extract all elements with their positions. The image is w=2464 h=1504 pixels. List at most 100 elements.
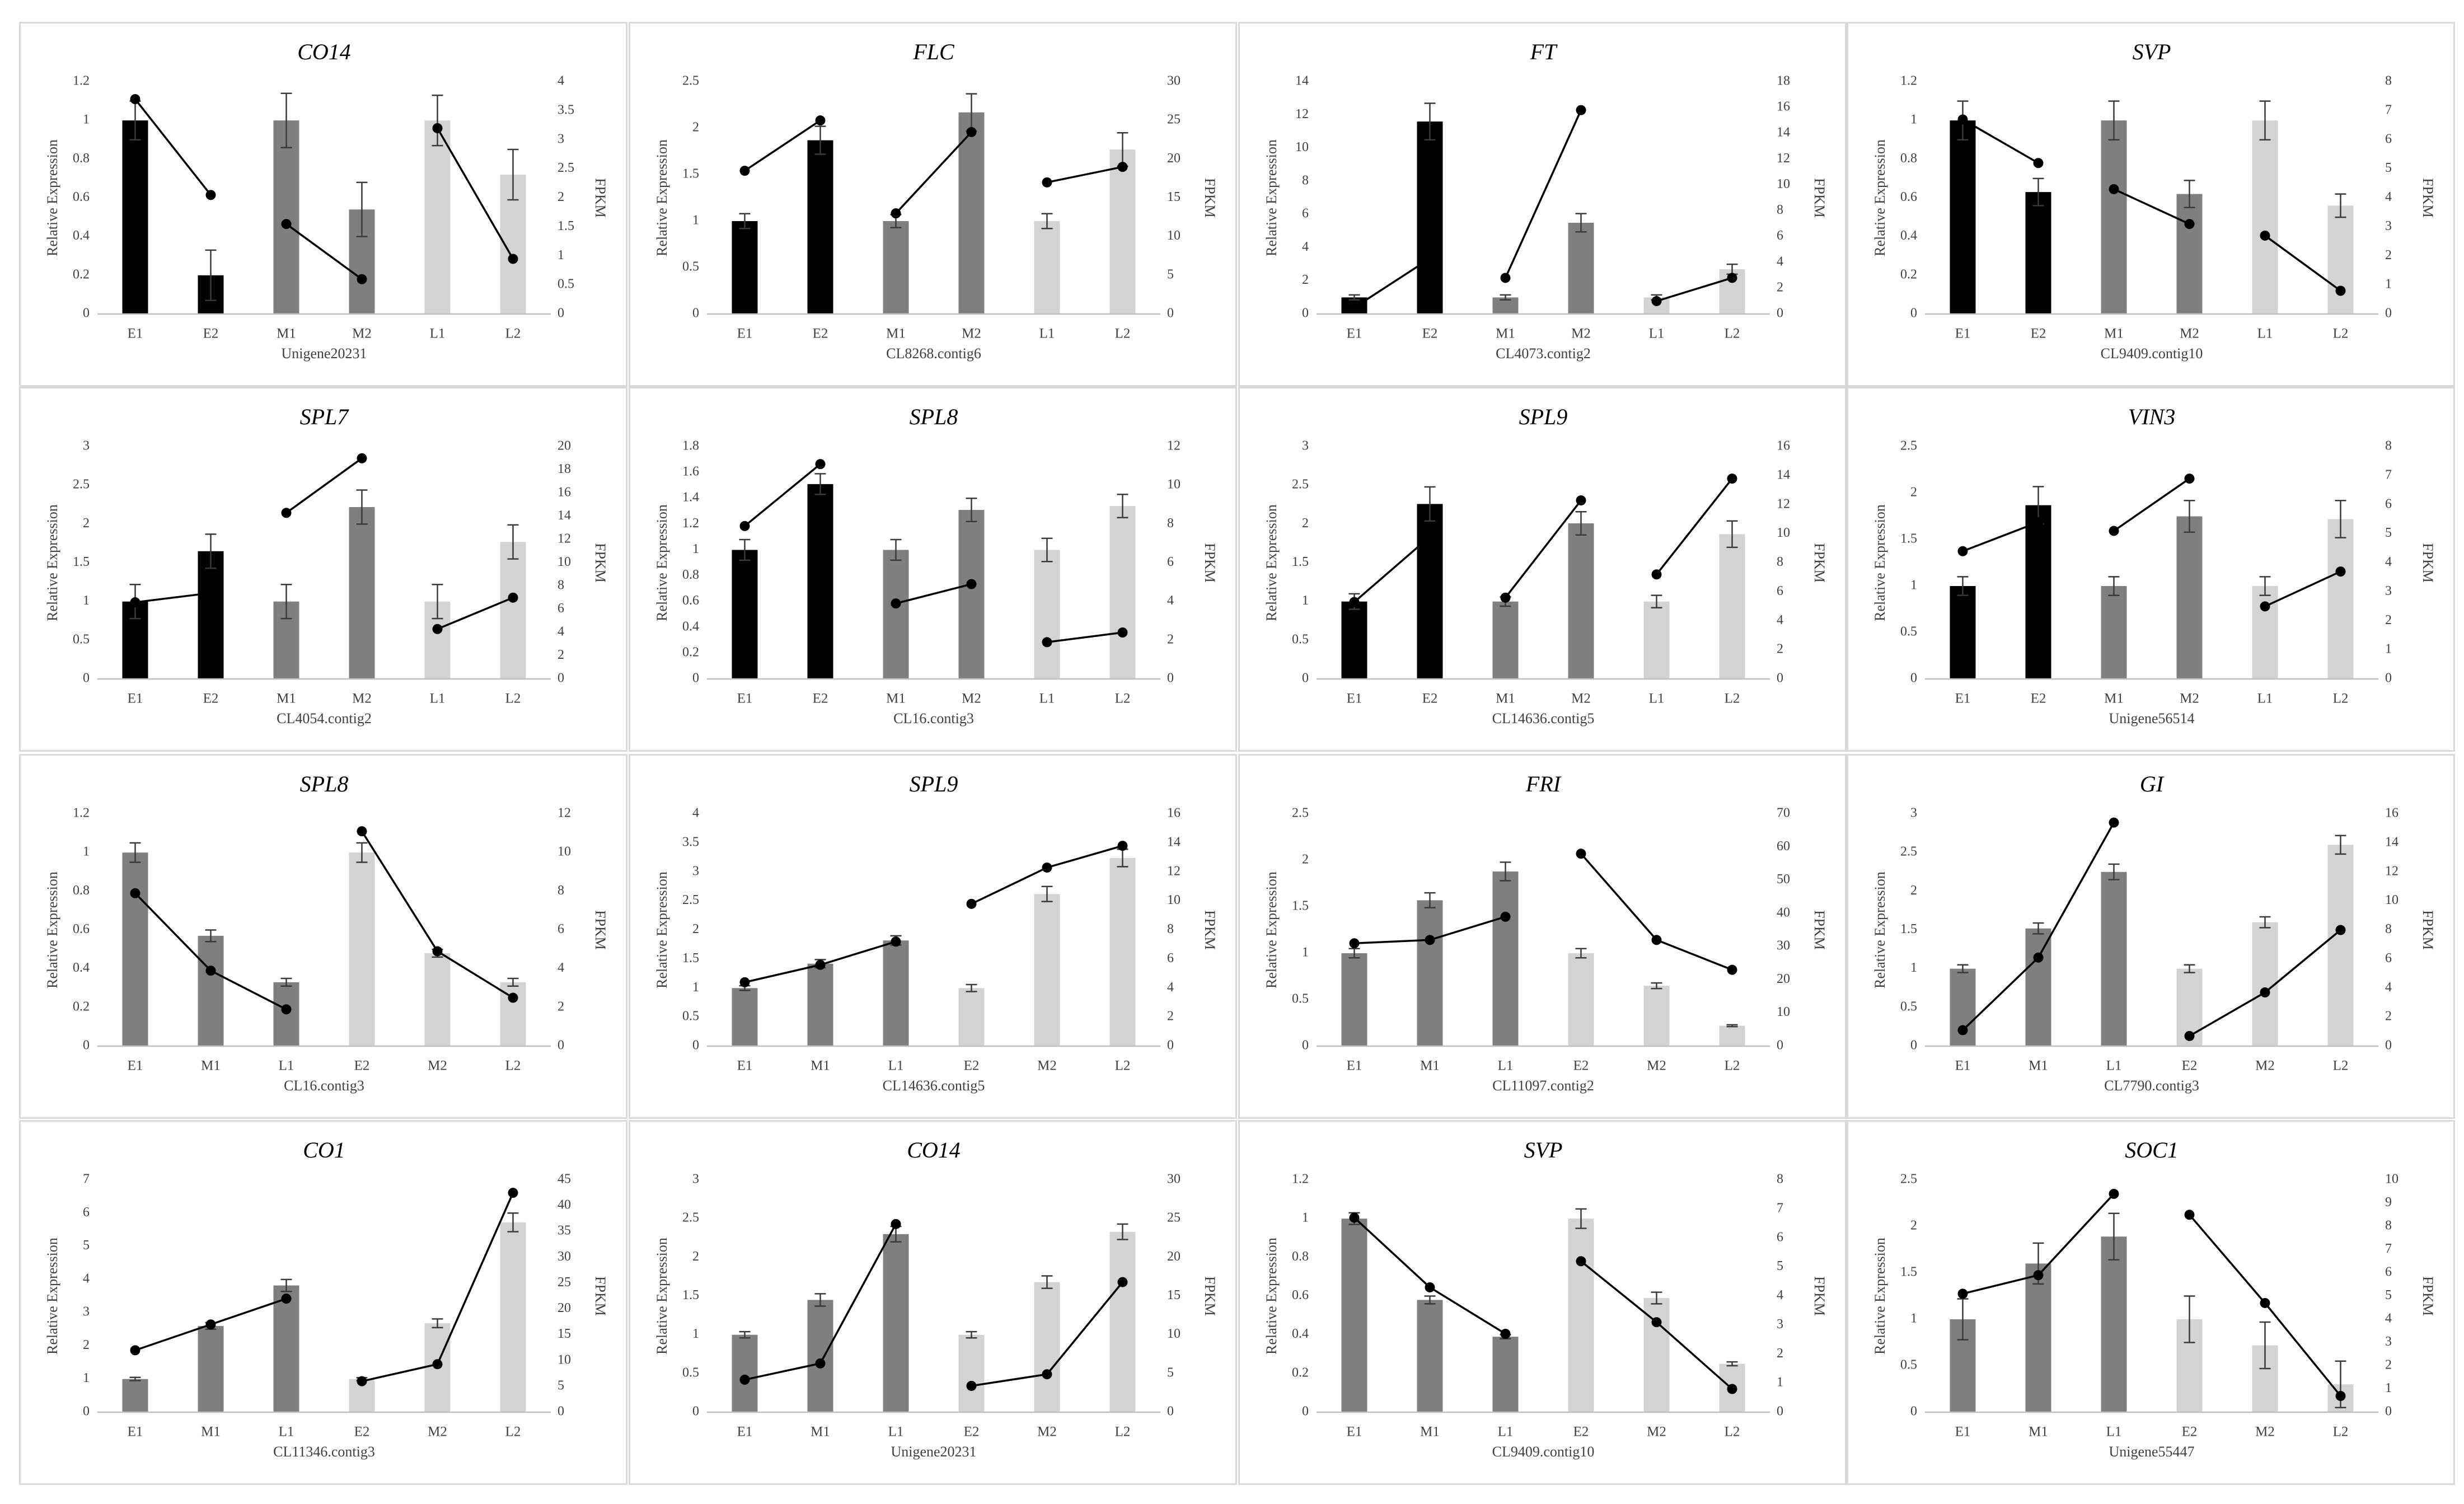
panel-4-ytick-label: 1.2 — [1900, 74, 1917, 88]
panel-3-fpkm-line-3 — [1656, 277, 1733, 302]
panel-16-errorbar-M2 — [2259, 1321, 2271, 1370]
panel-9-y2tick-label: 2 — [558, 999, 564, 1014]
panel-14-category-label-M2: M2 — [1037, 1425, 1057, 1440]
panel-3-y2tick-label: 16 — [1777, 100, 1790, 114]
panel-1-category-label-M2: M2 — [352, 326, 372, 341]
panel-2-xlabel: CL8268.contig6 — [886, 345, 981, 362]
panel-1-category-label-E1: E1 — [128, 326, 143, 341]
panel-14-category-label-L1: L1 — [888, 1425, 904, 1440]
panel-12-ytick-label: 3 — [1910, 806, 1917, 821]
panel-14-ytick-label: 3 — [692, 1172, 699, 1187]
panel-15-bar-E2 — [1568, 1219, 1594, 1412]
panel-15-y2tick-label: 1 — [1777, 1375, 1783, 1390]
panel-8-y2tick-label: 2 — [2385, 613, 2392, 627]
panel-16-y2tick-label: 10 — [2385, 1172, 2399, 1187]
panel-12-xlabel: CL7790.contig3 — [2104, 1077, 2199, 1094]
panel-8-category-label-E1: E1 — [1955, 691, 1971, 706]
panel-7-fpkm-point-L2 — [1727, 474, 1737, 484]
panel-3-ytick-label: 10 — [1295, 140, 1309, 154]
panel-1-category-label-L2: L2 — [505, 326, 521, 341]
panel-10-category-label-M2: M2 — [1037, 1058, 1057, 1074]
panel-1-category-label-L1: L1 — [430, 326, 446, 341]
panel-8-ytick-label: 0.5 — [1900, 625, 1917, 639]
panel-2-ytick-label: 1 — [692, 213, 699, 228]
panel-6-bar-L1 — [1034, 550, 1060, 679]
panel-16-title: SOC1 — [2125, 1137, 2179, 1163]
panel-5-category-label-M1: M1 — [277, 691, 296, 706]
panel-1: CO14 Relative Expression FPKM 0 0.2 0.4 0.6 0.8… — [19, 22, 627, 387]
panel-13-errorbar-M2 — [432, 1318, 443, 1329]
panel-10-y2tick-label: 4 — [1167, 980, 1174, 995]
panel-12-errorbar-E2 — [2184, 964, 2195, 973]
panel-7-fpkm-line-1 — [1353, 536, 1431, 603]
panel-15-ytick-label: 0.8 — [1292, 1249, 1309, 1264]
panel-5-xlabel: CL4054.contig2 — [277, 710, 372, 727]
panel-4-errorbar-L1 — [2259, 100, 2271, 140]
panel-15-fpkm-point-L2 — [1727, 1384, 1737, 1394]
panel-11-fpkm-point-L2 — [1727, 964, 1737, 975]
panel-3-fpkm-point-M1 — [1500, 273, 1511, 283]
panel-1-category-label-M1: M1 — [277, 326, 296, 341]
panel-15-category-label-E1: E1 — [1347, 1425, 1362, 1440]
panel-3-y2tick-label: 14 — [1777, 125, 1790, 140]
panel-16-y2tick-label: 0 — [2385, 1404, 2392, 1419]
panel-15-fpkm-point-M2 — [1651, 1317, 1662, 1328]
panel-15-errorbar-E2 — [1575, 1208, 1587, 1229]
panel-7-fpkm-point-M2 — [1576, 495, 1586, 505]
panel-1-fpkm-point-M1 — [281, 219, 292, 229]
panel-6-fpkm-line-3 — [1047, 631, 1123, 644]
panel-11-errorbar-M2 — [1651, 982, 1662, 990]
panel-15-category-label-M2: M2 — [1647, 1425, 1666, 1440]
panel-3-errorbar-M2 — [1575, 213, 1587, 233]
panel-14-y2tick-label: 30 — [1167, 1172, 1181, 1187]
panel-10-ytick-label: 2.5 — [682, 893, 699, 907]
panel-11: FRI Relative Expression FPKM 0 0.5 1 1.5 2 2.5 0 1… — [1238, 754, 1847, 1119]
panel-15-category-label-E2: E2 — [1573, 1425, 1589, 1440]
panel-12: GI Relative Expression FPKM 0 0.5 1 1.5 2 2.5 3 0 2… — [1847, 754, 2455, 1119]
panel-3-y2tick-label: 18 — [1777, 74, 1790, 88]
panel-10-y2tick-label: 2 — [1167, 1009, 1174, 1024]
panel-7-category-label-L1: L1 — [1649, 691, 1665, 706]
panel-11-y2tick-label: 70 — [1777, 806, 1790, 821]
panel-5-fpkm-point-L2 — [508, 592, 518, 603]
panel-10-fpkm-point-E2 — [966, 898, 977, 909]
panel-2: FLC Relative Expression FPKM 0 0.5 1 1.5 2 2.5 0 5… — [629, 22, 1237, 387]
panel-12-category-label-M2: M2 — [2255, 1058, 2275, 1074]
panel-9-category-label-L1: L1 — [279, 1058, 294, 1074]
panel-9-category-label-E2: E2 — [354, 1058, 370, 1074]
panel-6-y2tick-label: 10 — [1167, 477, 1181, 492]
panel-12-ytick-label: 2.5 — [1900, 845, 1917, 859]
panel-5-fpkm-line-3 — [437, 597, 514, 630]
panel-1-y2tick-label: 0.5 — [558, 277, 574, 292]
panel-6-frame — [629, 387, 1237, 752]
panel-9-ytick-label: 0.8 — [73, 883, 90, 898]
panel-12-bar-L1 — [2101, 872, 2127, 1046]
panel-3-y2tick-label: 2 — [1777, 280, 1783, 294]
panel-4-fpkm-point-M1 — [2109, 184, 2119, 194]
panel-11-category-label-E1: E1 — [1347, 1058, 1362, 1074]
panel-4-xlabel: CL9409.contig10 — [2101, 345, 2203, 362]
panel-9-bar-M1 — [198, 935, 224, 1046]
panel-5-category-label-E2: E2 — [203, 691, 219, 706]
panel-15-ylabel: Relative Expression — [1263, 1238, 1280, 1355]
panel-5-ytick-label: 1.5 — [73, 555, 90, 569]
panel-16-y2tick-label: 5 — [2385, 1288, 2392, 1302]
panel-3-y2tick-label: 12 — [1777, 151, 1790, 166]
panel-6-ytick-label: 1.8 — [682, 439, 699, 453]
panel-3-y2tick-label: 10 — [1777, 177, 1790, 191]
panel-16-category-label-M1: M1 — [2029, 1425, 2048, 1440]
panel-5-errorbar-M2 — [356, 489, 368, 525]
panel-4-fpkm-line-1 — [1962, 118, 2039, 164]
panel-13-fpkm-point-L1 — [281, 1294, 292, 1304]
panel-4-fpkm-line-2 — [2113, 188, 2190, 225]
panel-7-bar-E2 — [1417, 504, 1443, 679]
panel-3: FT Relative Expression FPKM 0 2 4 6 8 10 12 14 0 2 4 6… — [1238, 22, 1847, 387]
panel-12-y2tick-label: 2 — [2385, 1009, 2392, 1024]
panel-10-y2tick-label: 14 — [1167, 835, 1181, 849]
panel-9-ytick-label: 1 — [83, 845, 90, 859]
panel-2-fpkm-point-L1 — [1042, 177, 1052, 188]
panel-5-y2tick-label: 12 — [558, 532, 571, 546]
panel-6-fpkm-point-E1 — [739, 521, 750, 531]
panel-15-bar-L1 — [1492, 1337, 1519, 1412]
